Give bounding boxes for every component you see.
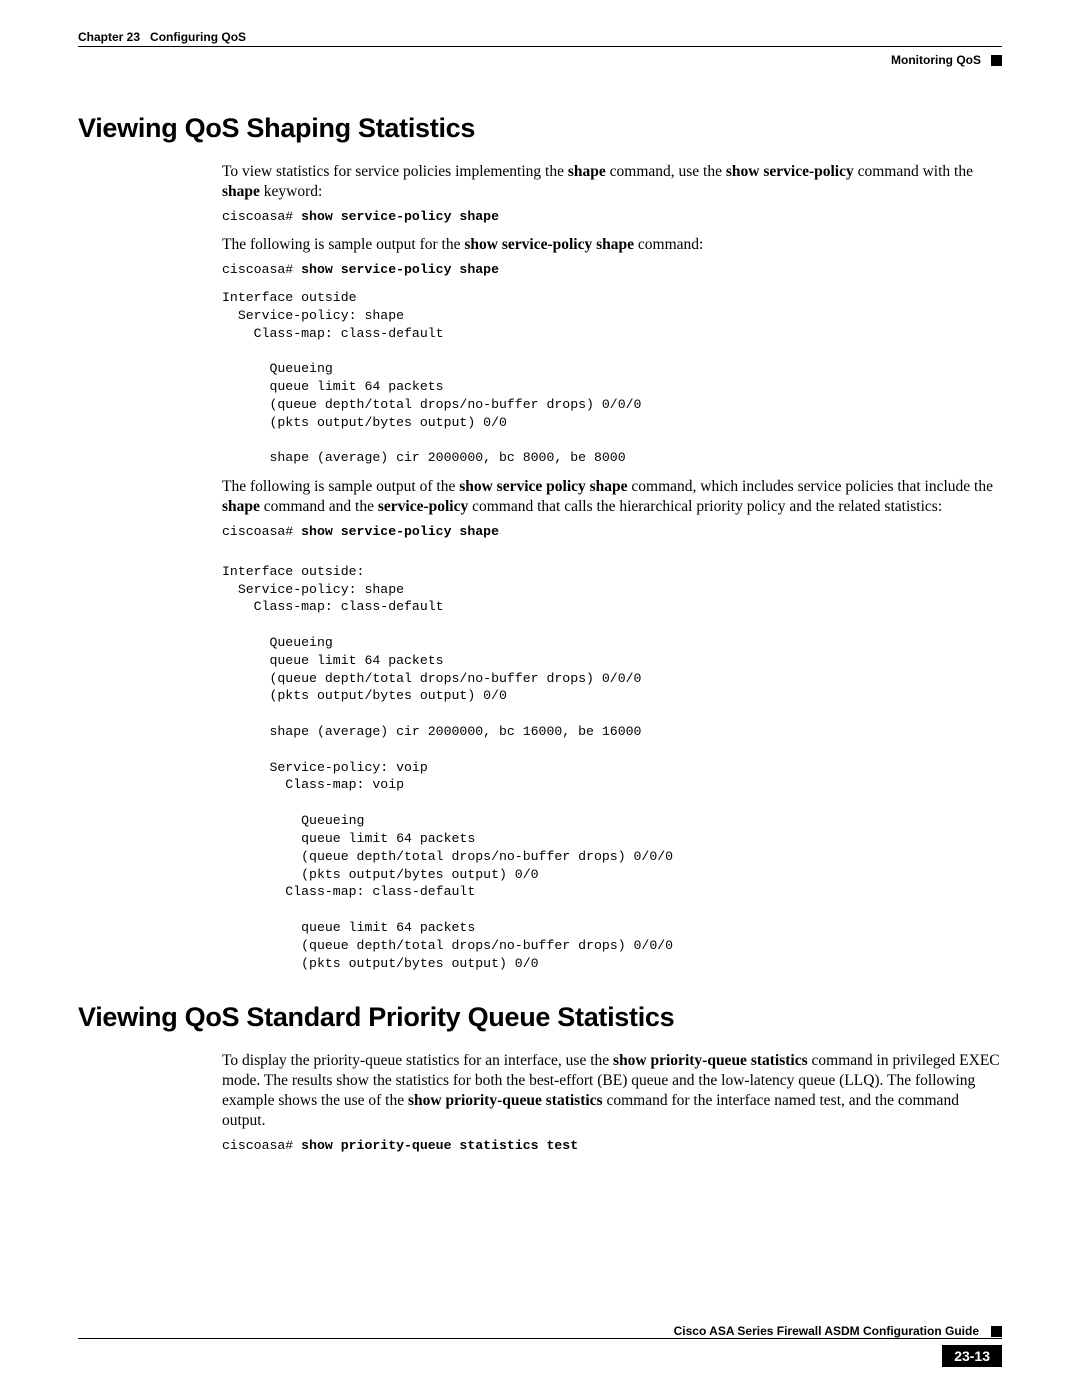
- section2-title: Viewing QoS Standard Priority Queue Stat…: [78, 1002, 1002, 1033]
- bold-term: shape: [568, 163, 606, 180]
- section1-title: Viewing QoS Shaping Statistics: [78, 113, 1002, 144]
- header-left: Chapter 23 Configuring QoS: [78, 30, 246, 44]
- command: show service-policy shape: [301, 262, 499, 277]
- section1-body: To view statistics for service policies …: [222, 162, 1002, 972]
- bold-term: show priority-queue statistics: [408, 1092, 603, 1109]
- footer-square-icon: [991, 1326, 1002, 1337]
- section-right-label: Monitoring QoS: [891, 53, 981, 67]
- section1-para3: The following is sample output of the sh…: [222, 477, 1002, 517]
- section2-para1: To display the priority-queue statistics…: [222, 1051, 1002, 1130]
- output-block-1: Interface outside Service-policy: shape …: [222, 289, 1002, 467]
- bold-term: show service policy shape: [459, 478, 627, 495]
- bold-term: shape: [222, 183, 260, 200]
- bold-term: show priority-queue statistics: [613, 1052, 808, 1069]
- prompt: ciscoasa#: [222, 524, 301, 539]
- content: Viewing QoS Shaping Statistics To view s…: [78, 113, 1002, 1155]
- bold-term: show service-policy shape: [464, 236, 634, 253]
- bold-term: shape: [222, 498, 260, 515]
- bold-term: show service-policy: [726, 163, 854, 180]
- header-square-icon: [991, 55, 1002, 66]
- section2-body: To display the priority-queue statistics…: [222, 1051, 1002, 1154]
- text: keyword:: [260, 183, 322, 200]
- header-right: Monitoring QoS: [78, 53, 1002, 67]
- text: The following is sample output of the: [222, 478, 459, 495]
- prompt: ciscoasa#: [222, 1138, 301, 1153]
- text: command, use the: [606, 163, 726, 180]
- command: show service-policy shape: [301, 209, 499, 224]
- chapter-label: Chapter 23: [78, 30, 140, 44]
- text: The following is sample output for the: [222, 236, 464, 253]
- text: command, which includes service policies…: [628, 478, 993, 495]
- text: command with the: [854, 163, 973, 180]
- header-rule: [78, 46, 1002, 47]
- text: To display the priority-queue statistics…: [222, 1052, 613, 1069]
- text: command:: [634, 236, 703, 253]
- output-block-2: Interface outside: Service-policy: shape…: [222, 563, 1002, 973]
- text: command and the: [260, 498, 378, 515]
- command: show priority-queue statistics test: [301, 1138, 578, 1153]
- page-footer: Cisco ASA Series Firewall ASDM Configura…: [78, 1324, 1002, 1367]
- section1-para2: The following is sample output for the s…: [222, 235, 1002, 255]
- bold-term: service-policy: [378, 498, 468, 515]
- footer-rule: [78, 1338, 1002, 1339]
- chapter-title: Configuring QoS: [150, 30, 246, 44]
- page-number-badge: 23-13: [942, 1345, 1002, 1367]
- spacer: [222, 551, 1002, 559]
- section1-para1: To view statistics for service policies …: [222, 162, 1002, 202]
- footer-guide-title: Cisco ASA Series Firewall ASDM Configura…: [78, 1324, 991, 1338]
- command-line-1: ciscoasa# show service-policy shape: [222, 208, 1002, 226]
- text: To view statistics for service policies …: [222, 163, 568, 180]
- footer-row: Cisco ASA Series Firewall ASDM Configura…: [78, 1324, 1002, 1338]
- prompt: ciscoasa#: [222, 209, 301, 224]
- page-header: Chapter 23 Configuring QoS: [78, 30, 1002, 44]
- prompt: ciscoasa#: [222, 262, 301, 277]
- command-line-2: ciscoasa# show service-policy shape: [222, 261, 1002, 279]
- text: command that calls the hierarchical prio…: [468, 498, 942, 515]
- command: show service-policy shape: [301, 524, 499, 539]
- page: Chapter 23 Configuring QoS Monitoring Qo…: [0, 0, 1080, 1397]
- command-line-4: ciscoasa# show priority-queue statistics…: [222, 1137, 1002, 1155]
- command-line-3: ciscoasa# show service-policy shape: [222, 523, 1002, 541]
